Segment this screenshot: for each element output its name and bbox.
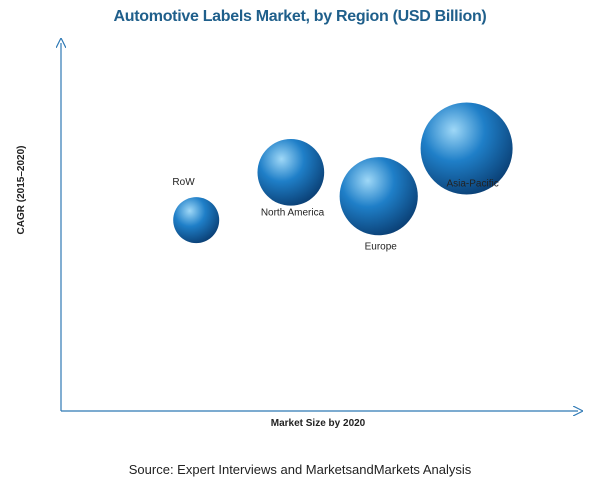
bubble-asia-pacific [420, 102, 513, 195]
bubble-europe [339, 157, 418, 236]
chart-title: Automotive Labels Market, by Region (USD… [113, 8, 487, 25]
bubble-label-asia-pacific: Asia-Pacific [446, 179, 498, 190]
bubble-north-america [257, 138, 325, 206]
x-axis-label: Market Size by 2020 [271, 418, 366, 429]
bubble-row [173, 197, 220, 244]
bubble-label-row: RoW [172, 177, 195, 188]
bubble-label-north-america: North America [261, 208, 325, 219]
bubble-label-europe: Europe [365, 241, 398, 252]
y-axis-label: CAGR (2015–2020) [16, 146, 27, 235]
bubble-series: RoW North America Europe Asia-Pacific [172, 102, 513, 252]
source-note: Source: Expert Interviews and Marketsand… [128, 462, 472, 477]
